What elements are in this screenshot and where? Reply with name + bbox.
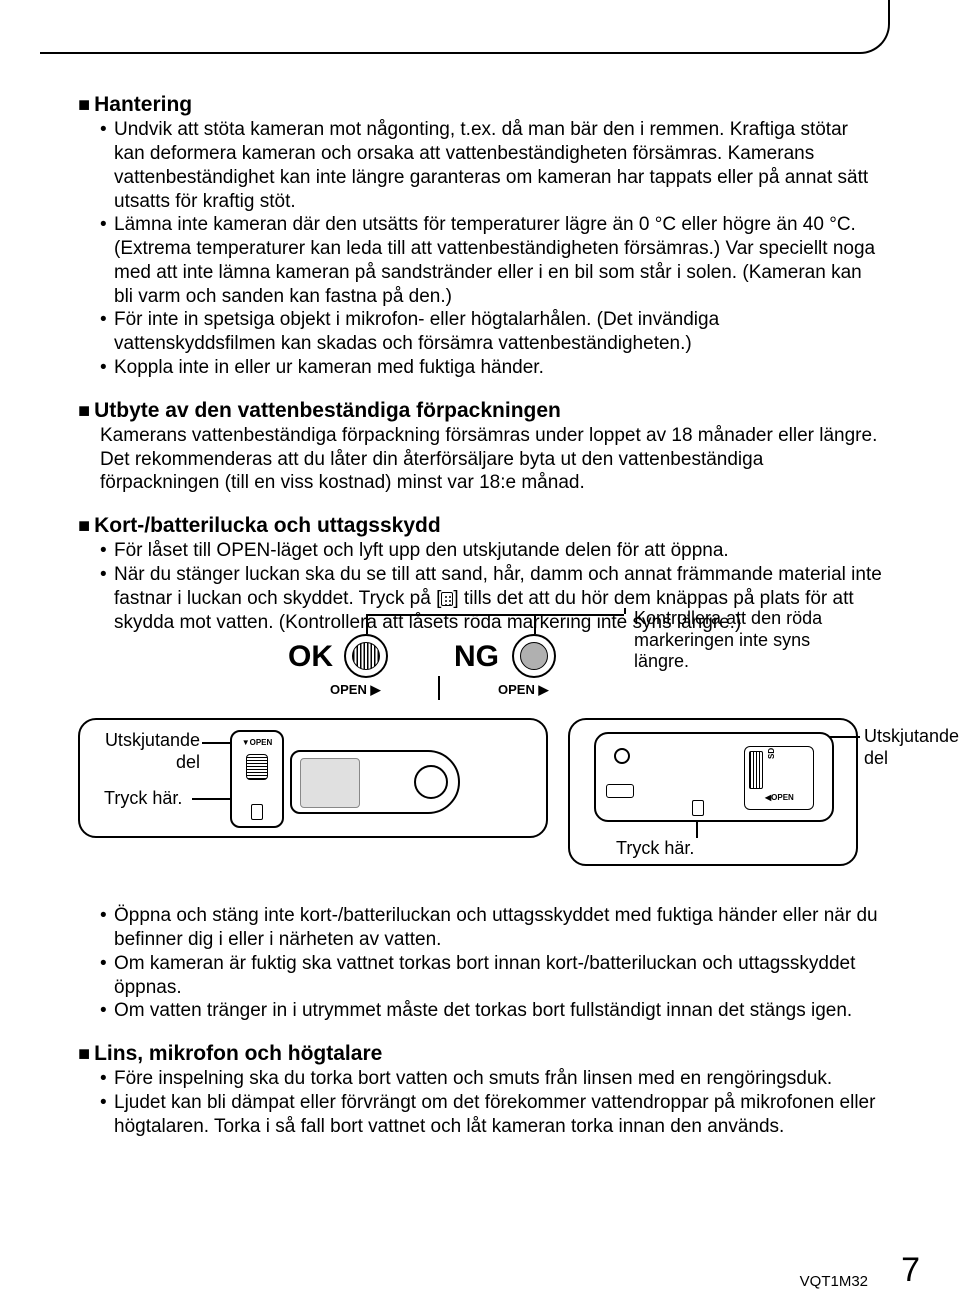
open-label-left: OPEN ▶ — [330, 682, 380, 698]
camera-bottom: SD ◀OPEN — [594, 732, 834, 822]
grip-pad — [692, 800, 704, 816]
page-number: 7 — [901, 1251, 920, 1290]
knob-ok — [344, 634, 388, 678]
camera-right-box: Utskjutande del SD ◀OPEN Tryck här. — [568, 718, 858, 866]
kontrollera-note: Kontrollera att den röda markeringen int… — [634, 608, 854, 673]
lock-slider — [749, 751, 763, 789]
utbyte-body: Kamerans vattenbeständiga förpackning fö… — [78, 424, 882, 495]
document-id: VQT1M32 — [800, 1273, 868, 1290]
leader-line — [366, 614, 624, 616]
ng-label: NG — [454, 638, 499, 676]
section-title-utbyte: Utbyte av den vattenbeständiga förpackni… — [78, 398, 882, 424]
kort-bullets-post: Öppna och stäng inte kort-/batteriluckan… — [78, 904, 882, 1023]
bullet-item: Öppna och stäng inte kort-/batteriluckan… — [100, 904, 882, 952]
grip-pad-icon — [441, 592, 453, 606]
leader-line — [696, 820, 698, 838]
lock-switch — [246, 754, 268, 780]
camera-body — [290, 750, 460, 814]
bullet-item: Lämna inte kameran där den utsätts för t… — [100, 213, 882, 308]
lins-bullets: Före inspelning ska du torka bort vatten… — [78, 1067, 882, 1138]
tripod-hole — [614, 748, 630, 764]
camera-screen — [300, 758, 360, 808]
camera-left-box: Utskjutande del Tryck här. ▼OPEN — [78, 718, 548, 838]
bullet-item: Undvik att stöta kameran mot någonting, … — [100, 118, 882, 213]
tryck-right: Tryck här. — [616, 838, 694, 860]
camera-lens — [414, 765, 448, 799]
camera-end: ▼OPEN — [230, 730, 284, 828]
bullet-item: Om vatten tränger in i utrymmet måste de… — [100, 999, 882, 1023]
lock-diagram: OK NG Kontrollera att den röda markering… — [78, 638, 882, 898]
ok-label: OK — [288, 638, 333, 676]
battery-door: SD ◀OPEN — [744, 746, 814, 810]
bullet-item: För inte in spetsiga objekt i mikrofon- … — [100, 308, 882, 356]
bullet-item: Om kameran är fuktig ska vattnet torkas … — [100, 952, 882, 1000]
page-corner-border — [40, 0, 890, 54]
open-label-right: OPEN ▶ — [498, 682, 548, 698]
bullet-item: Koppla inte in eller ur kameran med fukt… — [100, 356, 882, 380]
leader-line — [534, 614, 536, 634]
slot — [606, 784, 634, 798]
tryck-left: Tryck här. — [104, 788, 182, 810]
utskjutande-right: Utskjutande del — [864, 726, 960, 769]
utskjutande-left: Utskjutande del — [90, 730, 200, 773]
section-title-hantering: Hantering — [78, 92, 882, 118]
hantering-bullets: Undvik att stöta kameran mot någonting, … — [78, 118, 882, 379]
divider-line — [438, 676, 440, 700]
knob-ng — [512, 634, 556, 678]
leader-line — [366, 614, 368, 634]
leader-line — [624, 608, 626, 614]
bullet-item: Ljudet kan bli dämpat eller förvrängt om… — [100, 1091, 882, 1139]
bullet-item: Före inspelning ska du torka bort vatten… — [100, 1067, 882, 1091]
section-title-kort: Kort-/batterilucka och uttagsskydd — [78, 513, 882, 539]
section-title-lins: Lins, mikrofon och högtalare — [78, 1041, 882, 1067]
bullet-item: För låset till OPEN-läget och lyft upp d… — [100, 539, 882, 563]
grip-pad — [251, 804, 263, 820]
sd-label: SD — [767, 748, 777, 759]
tiny-open-label: ▼OPEN — [242, 738, 273, 748]
tiny-open2: ◀OPEN — [765, 793, 794, 803]
page-content: Hantering Undvik att stöta kameran mot n… — [78, 80, 882, 1139]
